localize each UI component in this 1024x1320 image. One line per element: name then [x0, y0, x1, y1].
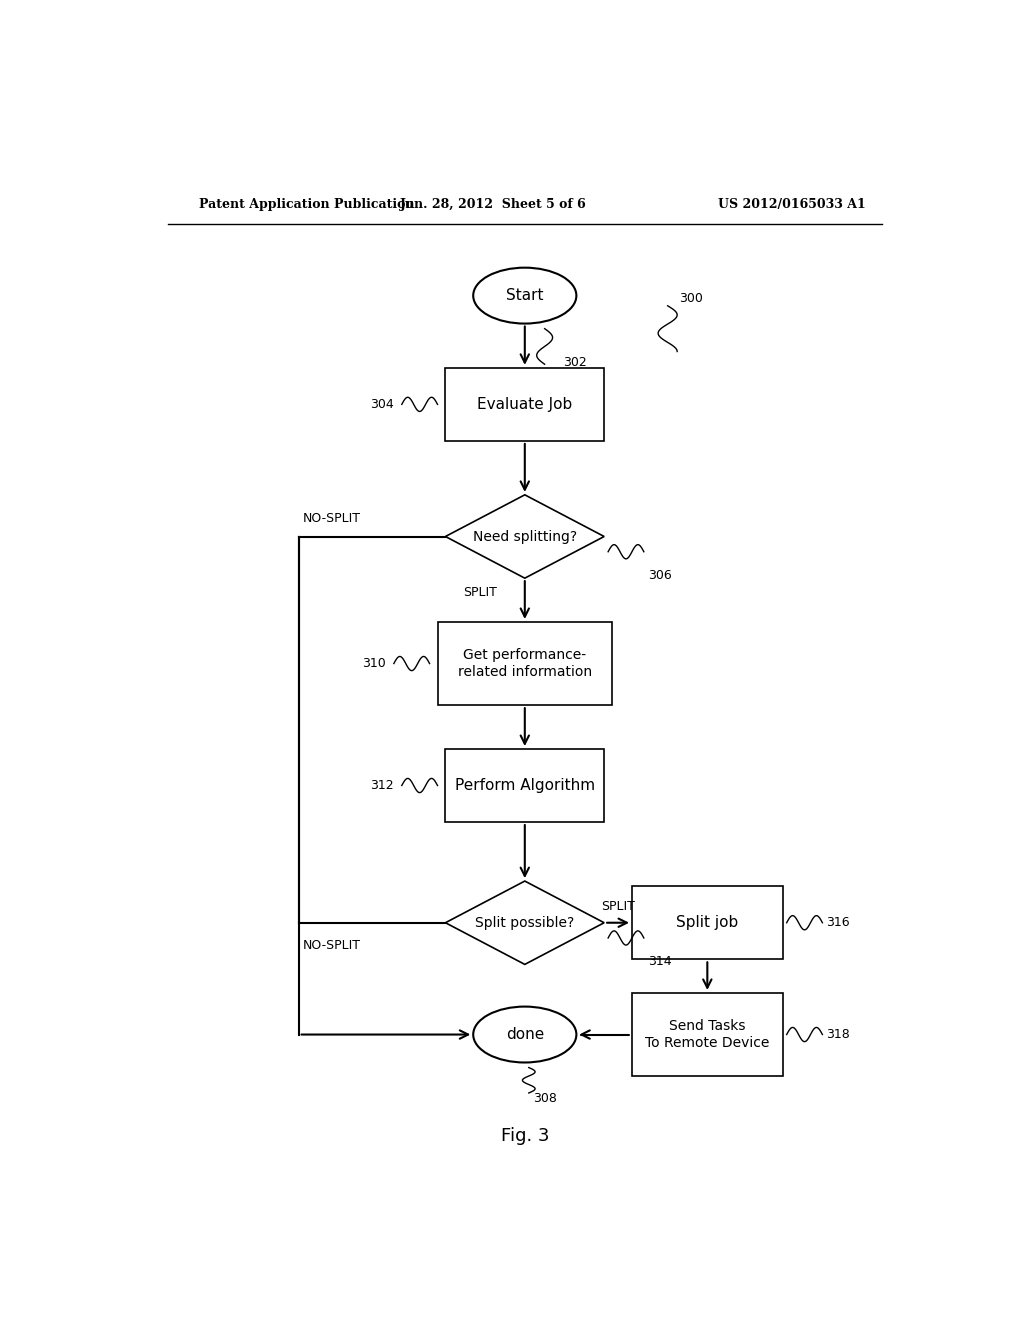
Text: Patent Application Publication: Patent Application Publication [200, 198, 415, 211]
Bar [632, 993, 782, 1076]
Text: 304: 304 [370, 397, 394, 411]
Text: 306: 306 [648, 569, 672, 582]
Text: 314: 314 [648, 954, 672, 968]
Bar [632, 886, 782, 960]
Text: Evaluate Job: Evaluate Job [477, 397, 572, 412]
Text: SPLIT: SPLIT [601, 900, 635, 913]
Text: Jun. 28, 2012  Sheet 5 of 6: Jun. 28, 2012 Sheet 5 of 6 [399, 198, 587, 211]
Bar [437, 622, 612, 705]
Text: 302: 302 [563, 355, 587, 368]
Text: Get performance-
related information: Get performance- related information [458, 648, 592, 678]
Text: 312: 312 [371, 779, 394, 792]
Text: 318: 318 [826, 1028, 850, 1041]
Text: Start: Start [506, 288, 544, 304]
Text: Split possible?: Split possible? [475, 916, 574, 929]
Bar [445, 368, 604, 441]
Text: 300: 300 [680, 292, 703, 305]
Text: Split job: Split job [676, 915, 738, 931]
Text: SPLIT: SPLIT [463, 586, 497, 599]
Text: Perform Algorithm: Perform Algorithm [455, 777, 595, 793]
Text: NO-SPLIT: NO-SPLIT [303, 939, 360, 952]
Text: US 2012/0165033 A1: US 2012/0165033 A1 [718, 198, 866, 211]
Text: 310: 310 [362, 657, 386, 671]
Text: 316: 316 [826, 916, 850, 929]
Text: 308: 308 [532, 1092, 557, 1105]
Text: Fig. 3: Fig. 3 [501, 1127, 549, 1146]
Text: NO-SPLIT: NO-SPLIT [303, 512, 360, 525]
Text: done: done [506, 1027, 544, 1041]
Text: Send Tasks
To Remote Device: Send Tasks To Remote Device [645, 1019, 769, 1049]
Text: Need splitting?: Need splitting? [473, 529, 577, 544]
Bar [445, 748, 604, 822]
